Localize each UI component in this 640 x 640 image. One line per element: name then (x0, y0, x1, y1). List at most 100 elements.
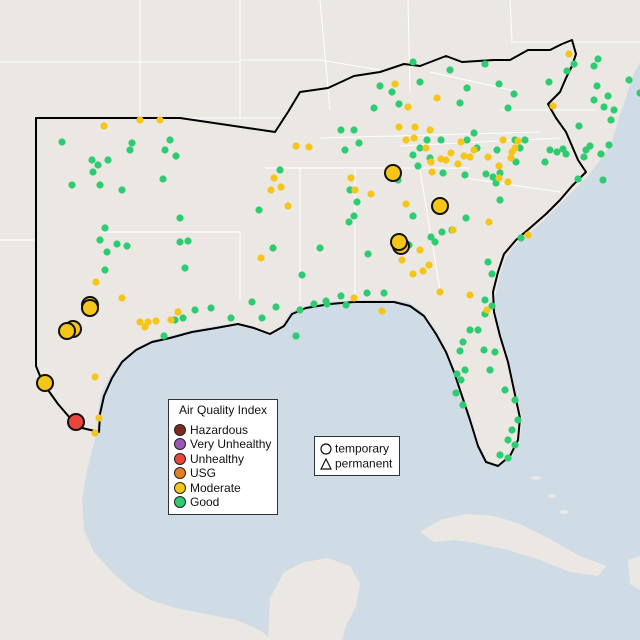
good-monitor-marker (545, 78, 553, 86)
good-monitor-marker (172, 152, 180, 160)
moderate-monitor-marker (457, 138, 465, 146)
legend-item-good: Good (174, 494, 219, 509)
good-monitor-marker (184, 237, 192, 245)
good-monitor-marker (610, 106, 618, 114)
moderate-monitor-marker (391, 80, 399, 88)
good-monitor-marker (514, 416, 522, 424)
good-monitor-marker (89, 168, 97, 176)
good-monitor-marker (481, 60, 489, 68)
good-monitor-marker (255, 206, 263, 214)
good-monitor-marker (416, 78, 424, 86)
moderate-monitor-marker (433, 94, 441, 102)
good-monitor-marker (179, 314, 187, 322)
moderate-monitor-marker (267, 186, 275, 194)
moderate-monitor-marker (460, 152, 468, 160)
moderate-monitor-marker (416, 246, 424, 254)
moderate-monitor-marker (508, 148, 516, 156)
good-monitor-marker (521, 136, 529, 144)
state-border (319, 131, 541, 139)
good-monitor-marker (370, 104, 378, 112)
moderate-monitor-marker (305, 143, 313, 151)
legend-item-hazardous: Hazardous (174, 422, 248, 437)
good-monitor-marker (459, 401, 467, 409)
good-monitor-marker (96, 236, 104, 244)
good-monitor-marker (466, 326, 474, 334)
good-monitor-marker (113, 240, 121, 248)
good-monitor-marker (456, 347, 464, 355)
moderate-monitor-marker (426, 126, 434, 134)
moderate-temporary-marker (384, 164, 402, 182)
aqi-legend: Air Quality Index Hazardous Very Unhealt… (168, 399, 278, 515)
good-monitor-marker (292, 332, 300, 340)
good-monitor-marker (590, 62, 598, 70)
good-monitor-marker (439, 169, 447, 177)
good-monitor-marker (570, 60, 578, 68)
state-border (429, 71, 521, 93)
good-monitor-marker (480, 346, 488, 354)
moderate-temporary-marker (81, 299, 99, 317)
moderate-monitor-marker (485, 218, 493, 226)
good-monitor-marker (123, 242, 131, 250)
moderate-monitor-marker (549, 102, 557, 110)
hazardous-swatch-icon (174, 423, 186, 436)
monitor-type-legend: temporary permanent (314, 436, 400, 476)
good-monitor-marker (459, 338, 467, 346)
good-monitor-marker (395, 100, 403, 108)
good-monitor-marker (427, 233, 435, 241)
moderate-monitor-marker (152, 317, 160, 325)
good-monitor-marker (484, 258, 492, 266)
good-monitor-marker (342, 301, 350, 309)
moderate-swatch-icon (174, 481, 186, 494)
moderate-monitor-marker (92, 278, 100, 286)
moderate-monitor-marker (495, 174, 503, 182)
good-monitor-marker (481, 296, 489, 304)
moderate-monitor-marker (141, 323, 149, 331)
good-monitor-marker (594, 55, 602, 63)
moderate-monitor-marker (514, 137, 522, 145)
good-monitor-marker (516, 144, 524, 152)
triangle-icon (320, 457, 332, 470)
good-monitor-marker (563, 67, 571, 75)
good-monitor-marker (474, 326, 482, 334)
good-monitor-marker (495, 80, 503, 88)
moderate-monitor-marker (167, 316, 175, 324)
moderate-monitor-marker (378, 307, 386, 315)
good-monitor-marker (191, 306, 199, 314)
good-monitor-marker (446, 66, 454, 74)
moderate-monitor-marker (95, 414, 103, 422)
moderate-monitor-marker (136, 318, 144, 326)
good-monitor-marker (376, 82, 384, 90)
good-monitor-marker (493, 146, 501, 154)
state-border (407, 0, 411, 93)
moderate-monitor-marker (91, 429, 99, 437)
moderate-monitor-marker (402, 136, 410, 144)
legend-item-moderate: Moderate (174, 480, 241, 495)
cuba-island (420, 514, 606, 576)
good-monitor-marker (438, 228, 446, 236)
moderate-monitor-marker (419, 267, 427, 275)
good-monitor-marker (580, 153, 588, 161)
moderate-monitor-marker (565, 50, 573, 58)
moderate-monitor-marker (402, 200, 410, 208)
moderate-temporary-marker (36, 374, 54, 392)
good-monitor-marker (462, 214, 470, 222)
moderate-monitor-marker (504, 178, 512, 186)
moderate-monitor-marker (351, 186, 359, 194)
good-monitor-marker (363, 289, 371, 297)
moderate-monitor-marker (409, 270, 417, 278)
good-monitor-marker (597, 150, 605, 158)
good-monitor-marker (160, 332, 168, 340)
moderate-monitor-marker (495, 162, 503, 170)
moderate-monitor-marker (499, 136, 507, 144)
moderate-monitor-marker (483, 306, 491, 314)
good-monitor-marker (350, 212, 358, 220)
state-border (319, 0, 331, 111)
moderate-monitor-marker (100, 122, 108, 130)
circle-icon (320, 443, 332, 455)
moderate-monitor-marker (524, 231, 532, 239)
good-monitor-marker (511, 441, 519, 449)
good-monitor-marker (575, 122, 583, 130)
good-monitor-marker (345, 218, 353, 226)
